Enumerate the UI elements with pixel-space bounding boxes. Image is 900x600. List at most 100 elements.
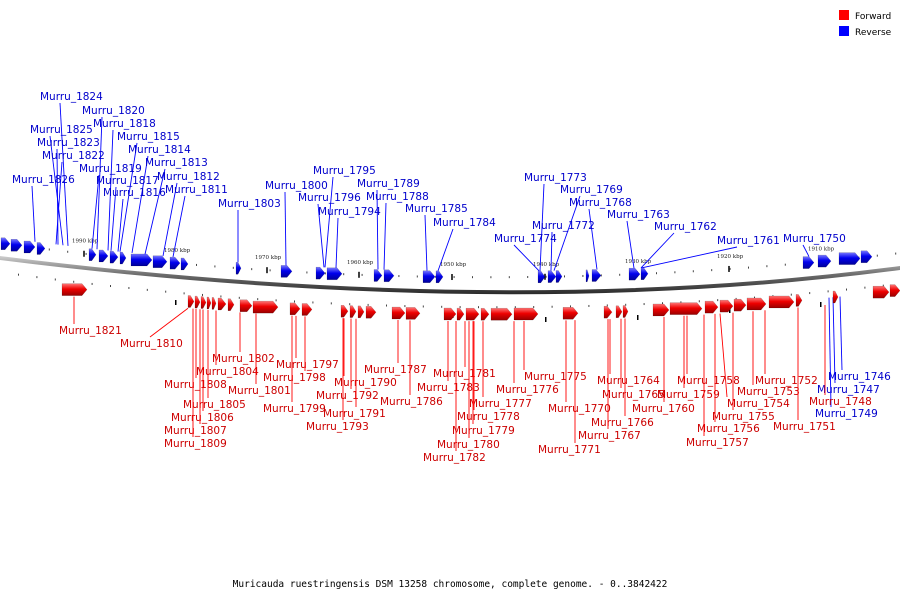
forward-gene-arrow[interactable]	[349, 305, 357, 318]
forward-gene-arrow[interactable]	[615, 305, 623, 319]
forward-gene-arrow[interactable]	[562, 307, 579, 320]
forward-gene-arrow[interactable]	[211, 297, 217, 310]
forward-gene-label[interactable]: Murru_1778	[457, 411, 520, 423]
forward-gene-label[interactable]: Murru_1799	[263, 403, 326, 415]
forward-gene-arrow[interactable]	[490, 307, 513, 321]
forward-gene-label[interactable]: Murru_1807	[164, 425, 227, 437]
reverse-gene-arrow[interactable]	[435, 270, 444, 284]
reverse-gene-label[interactable]: Murru_1763	[607, 209, 670, 221]
forward-gene-arrow[interactable]	[365, 305, 377, 319]
forward-gene-label[interactable]: Murru_1780	[437, 439, 500, 451]
forward-gene-label[interactable]: Murru_1777	[469, 398, 532, 410]
reverse-gene-arrow[interactable]	[373, 269, 383, 282]
forward-gene-label[interactable]: Murru_1793	[306, 421, 369, 433]
forward-gene-arrow[interactable]	[227, 298, 235, 311]
forward-gene-arrow[interactable]	[795, 294, 803, 307]
forward-gene-arrow[interactable]	[443, 307, 457, 321]
reverse-gene-label[interactable]: Murru_1800	[265, 180, 328, 192]
forward-gene-arrow[interactable]	[832, 290, 839, 304]
reverse-gene-arrow[interactable]	[0, 237, 11, 251]
forward-gene-label[interactable]: Murru_1753	[737, 386, 800, 398]
reverse-gene-arrow[interactable]	[860, 250, 873, 264]
forward-gene-label[interactable]: Murru_1767	[578, 430, 641, 442]
reverse-gene-label[interactable]: Murru_1820	[82, 105, 145, 117]
reverse-gene-label[interactable]: Murru_1768	[569, 197, 632, 209]
forward-gene-arrow[interactable]	[357, 305, 365, 319]
reverse-gene-arrow[interactable]	[326, 267, 343, 281]
reverse-gene-label[interactable]: Murru_1824	[40, 91, 103, 103]
forward-gene-label[interactable]: Murru_1782	[423, 452, 486, 464]
forward-gene-label[interactable]: Murru_1781	[433, 368, 496, 380]
reverse-gene-label[interactable]: Murru_1773	[524, 172, 587, 184]
forward-gene-arrow[interactable]	[603, 305, 613, 319]
forward-gene-label[interactable]: Murru_1752	[755, 375, 818, 387]
forward-gene-arrow[interactable]	[289, 302, 301, 316]
reverse-gene-arrow[interactable]	[180, 257, 189, 271]
reverse-gene-label[interactable]: Murru_1819	[79, 163, 142, 175]
reverse-gene-label[interactable]: Murru_1815	[117, 131, 180, 143]
reverse-gene-arrow[interactable]	[280, 265, 293, 278]
forward-gene-label[interactable]: Murru_1766	[591, 417, 654, 429]
forward-gene-label[interactable]: Murru_1770	[548, 403, 611, 415]
forward-gene-arrow[interactable]	[206, 296, 212, 310]
forward-gene-label[interactable]: Murru_1765	[602, 389, 665, 401]
forward-gene-arrow[interactable]	[239, 299, 253, 313]
forward-gene-label[interactable]: Murru_1748	[809, 396, 872, 408]
forward-gene-label[interactable]: Murru_1821	[59, 325, 122, 337]
reverse-gene-label[interactable]: Murru_1822	[42, 150, 105, 162]
reverse-gene-label[interactable]: Murru_1788	[366, 191, 429, 203]
forward-gene-arrow[interactable]	[652, 303, 670, 317]
reverse-gene-label[interactable]: Murru_1816	[103, 187, 166, 199]
forward-gene-arrow[interactable]	[872, 285, 890, 299]
forward-gene-label[interactable]: Murru_1809	[164, 438, 227, 450]
reverse-gene-label[interactable]: Murru_1789	[357, 178, 420, 190]
forward-gene-label[interactable]: Murru_1806	[171, 412, 234, 424]
reverse-gene-label[interactable]: Murru_1825	[30, 124, 93, 136]
reverse-gene-label[interactable]: Murru_1796	[298, 192, 361, 204]
forward-gene-arrow[interactable]	[733, 298, 747, 312]
reverse-gene-label[interactable]: Murru_1761	[717, 235, 780, 247]
reverse-gene-label[interactable]: Murru_1817	[96, 175, 159, 187]
forward-gene-label[interactable]: Murru_1771	[538, 444, 601, 456]
reverse-gene-arrow[interactable]	[235, 261, 242, 275]
forward-gene-arrow[interactable]	[746, 297, 767, 311]
reverse-gene-label[interactable]: Murru_1772	[532, 220, 595, 232]
reverse-gene-label[interactable]: Murru_1794	[318, 206, 381, 218]
reverse-gene-label[interactable]: Murru_1803	[218, 198, 281, 210]
reverse-gene-label[interactable]: Murru_1774	[494, 233, 557, 245]
reverse-gene-arrow[interactable]	[10, 239, 23, 252]
forward-gene-label[interactable]: Murru_1759	[657, 389, 720, 401]
reverse-gene-arrow[interactable]	[817, 254, 832, 268]
reverse-gene-arrow[interactable]	[537, 270, 546, 284]
forward-gene-label[interactable]: Murru_1779	[452, 425, 515, 437]
forward-gene-label[interactable]: Murru_1787	[364, 364, 427, 376]
reverse-gene-label[interactable]: Murru_1818	[93, 118, 156, 130]
forward-gene-arrow[interactable]	[669, 302, 703, 315]
forward-gene-arrow[interactable]	[217, 297, 227, 311]
reverse-gene-label[interactable]: Murru_1823	[37, 137, 100, 149]
reverse-gene-arrow[interactable]	[628, 267, 641, 281]
forward-gene-label[interactable]: Murru_1786	[380, 396, 443, 408]
reverse-gene-arrow[interactable]	[802, 256, 815, 269]
reverse-gene-arrow[interactable]	[119, 251, 127, 265]
reverse-gene-arrow[interactable]	[130, 253, 153, 267]
reverse-gene-arrow[interactable]	[315, 266, 326, 280]
forward-gene-label[interactable]: Murru_1797	[276, 359, 339, 371]
forward-gene-label[interactable]: Murru_1791	[323, 408, 386, 420]
forward-gene-arrow[interactable]	[200, 296, 207, 309]
reverse-gene-label[interactable]: Murru_1769	[560, 184, 623, 196]
reverse-gene-label[interactable]: Murru_1746	[828, 371, 891, 383]
forward-gene-label[interactable]: Murru_1801	[228, 385, 291, 397]
forward-gene-label[interactable]: Murru_1755	[712, 411, 775, 423]
forward-gene-arrow[interactable]	[719, 299, 734, 313]
reverse-gene-arrow[interactable]	[838, 252, 861, 265]
forward-gene-label[interactable]: Murru_1804	[196, 366, 259, 378]
forward-gene-label[interactable]: Murru_1756	[697, 423, 760, 435]
forward-gene-arrow[interactable]	[301, 303, 313, 316]
forward-gene-arrow[interactable]	[704, 300, 719, 314]
forward-gene-arrow[interactable]	[622, 305, 629, 318]
forward-gene-arrow[interactable]	[61, 283, 88, 296]
reverse-gene-label[interactable]: Murru_1814	[128, 144, 191, 156]
forward-gene-label[interactable]: Murru_1798	[263, 372, 326, 384]
reverse-gene-arrow[interactable]	[88, 248, 97, 261]
